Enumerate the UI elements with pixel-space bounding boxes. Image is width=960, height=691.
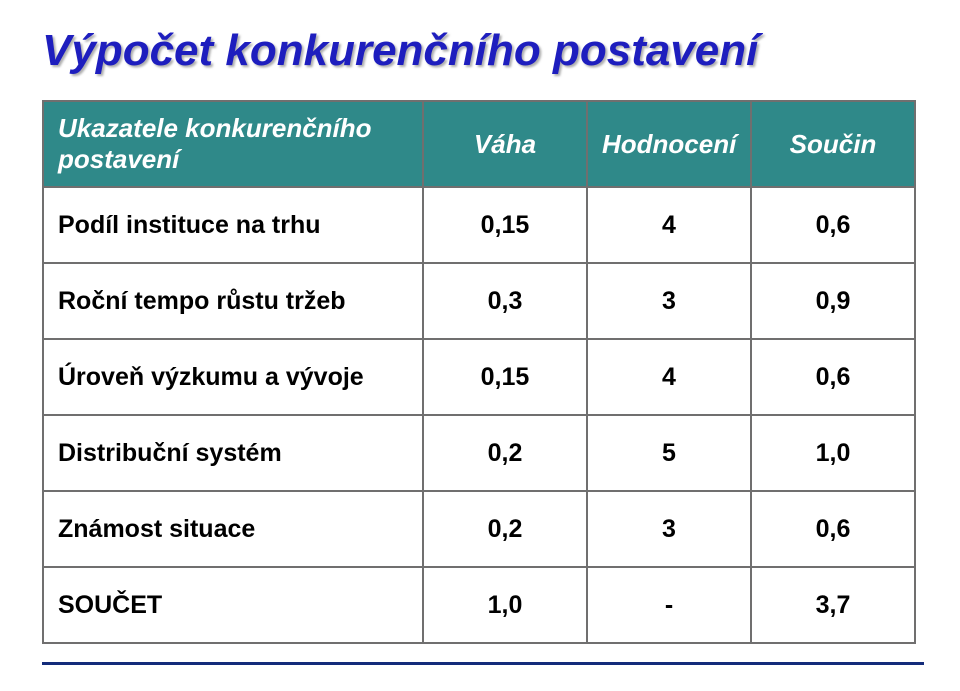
table-cell: 0,6 [751, 491, 915, 567]
footer-divider [42, 662, 924, 665]
table-cell: 4 [587, 339, 751, 415]
table-row: Distribuční systém 0,2 5 1,0 [43, 415, 915, 491]
table-cell: 1,0 [751, 415, 915, 491]
table-cell: 0,2 [423, 491, 587, 567]
table-row: Úroveň výzkumu a vývoje 0,15 4 0,6 [43, 339, 915, 415]
table-cell: 0,2 [423, 415, 587, 491]
table-cell-label: SOUČET [43, 567, 423, 643]
table-cell: 0,6 [751, 339, 915, 415]
table-header-label: Ukazatele konkurenčního postavení [43, 101, 423, 187]
table-cell: - [587, 567, 751, 643]
table-row: Známost situace 0,2 3 0,6 [43, 491, 915, 567]
data-table: Ukazatele konkurenčního postavení Váha H… [42, 100, 916, 644]
table-cell: 4 [587, 187, 751, 263]
table-header-hodnoceni: Hodnocení [587, 101, 751, 187]
table-cell: 3 [587, 263, 751, 339]
table-header-vaha: Váha [423, 101, 587, 187]
table-cell: 3 [587, 491, 751, 567]
table-cell: 3,7 [751, 567, 915, 643]
table-cell-label: Distribuční systém [43, 415, 423, 491]
table-cell-label: Podíl instituce na trhu [43, 187, 423, 263]
table-cell: 0,3 [423, 263, 587, 339]
table-cell: 5 [587, 415, 751, 491]
page-title: Výpočet konkurenčního postavení [42, 28, 918, 74]
table-cell: 0,6 [751, 187, 915, 263]
table-row: Podíl instituce na trhu 0,15 4 0,6 [43, 187, 915, 263]
table-cell-label: Úroveň výzkumu a vývoje [43, 339, 423, 415]
table-header-soucin: Součin [751, 101, 915, 187]
table-cell: 0,15 [423, 339, 587, 415]
table-row-total: SOUČET 1,0 - 3,7 [43, 567, 915, 643]
table-cell-label: Roční tempo růstu tržeb [43, 263, 423, 339]
table-cell-label: Známost situace [43, 491, 423, 567]
table-cell: 0,15 [423, 187, 587, 263]
table-row: Roční tempo růstu tržeb 0,3 3 0,9 [43, 263, 915, 339]
table-cell: 0,9 [751, 263, 915, 339]
slide: Výpočet konkurenčního postavení Ukazatel… [0, 0, 960, 691]
table-header-row: Ukazatele konkurenčního postavení Váha H… [43, 101, 915, 187]
table-cell: 1,0 [423, 567, 587, 643]
